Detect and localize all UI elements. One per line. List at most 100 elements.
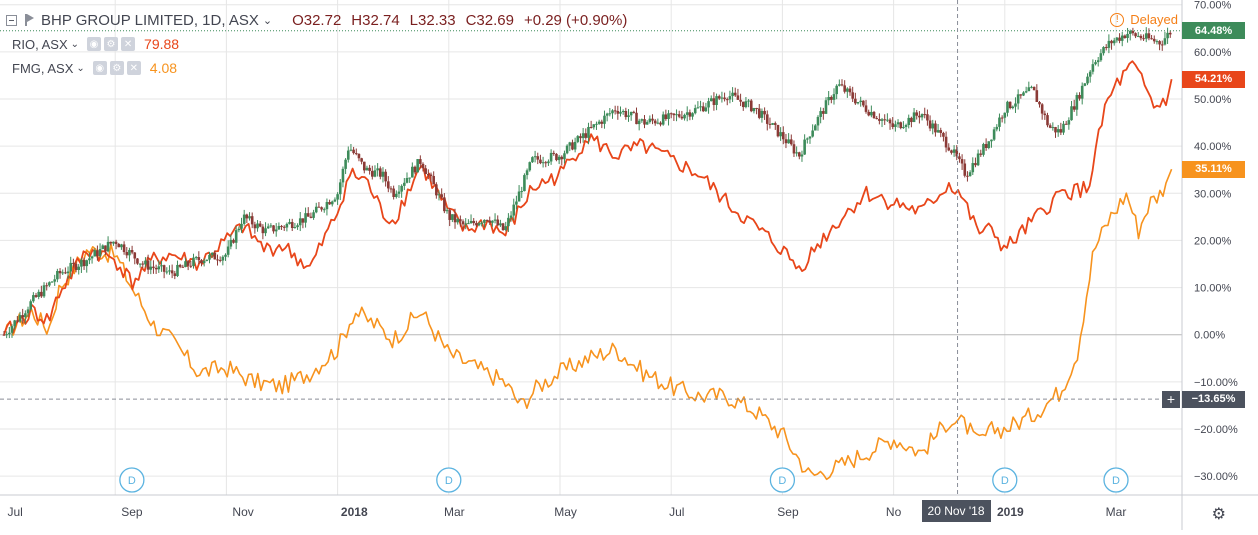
- gear-icon[interactable]: ⚙: [109, 61, 124, 75]
- candle-down: [659, 122, 662, 125]
- candle-up: [1051, 127, 1055, 129]
- candle-up: [1099, 53, 1103, 61]
- candle-down: [688, 112, 692, 117]
- candle-down: [749, 100, 753, 112]
- compare-row-rio: RIO, ASX ⌄ ◉ ⚙ ✕ 79.88: [4, 32, 627, 56]
- candle-down: [419, 159, 422, 164]
- candle-down: [653, 120, 657, 124]
- candle-up: [184, 261, 187, 268]
- collapse-icon[interactable]: [6, 14, 17, 26]
- main-symbol-label[interactable]: BHP GROUP LIMITED, 1D, ASX: [41, 11, 259, 29]
- candle-down: [354, 153, 358, 155]
- candle-up: [995, 126, 999, 130]
- candle-down: [475, 223, 478, 226]
- candle-down: [427, 174, 430, 176]
- candle-down: [928, 120, 932, 129]
- candle-down: [1072, 106, 1076, 110]
- fmg-symbol-label[interactable]: FMG, ASX: [12, 60, 74, 76]
- candle-down: [250, 216, 254, 225]
- compare-row-fmg: FMG, ASX ⌄ ◉ ⚙ ✕ 4.08: [4, 56, 627, 80]
- candle-down: [154, 267, 158, 270]
- candle-down: [712, 98, 716, 105]
- chevron-down-icon[interactable]: ⌄: [70, 38, 80, 50]
- candle-up: [648, 118, 652, 123]
- candle-down: [392, 188, 395, 197]
- candle-down: [21, 315, 24, 318]
- delayed-label: Delayed: [1130, 12, 1178, 27]
- candle-down: [781, 132, 785, 140]
- candle-up: [1120, 35, 1124, 41]
- eye-icon[interactable]: ◉: [92, 61, 107, 75]
- candle-down: [864, 105, 868, 112]
- candle-down: [200, 260, 203, 264]
- delayed-indicator[interactable]: ! Delayed: [1110, 12, 1178, 27]
- candle-up: [592, 124, 596, 128]
- candle-down: [130, 250, 134, 253]
- crosshair-plus-icon[interactable]: +: [1162, 390, 1180, 408]
- candle-down: [910, 117, 913, 123]
- candle-up: [176, 264, 179, 277]
- candle-up: [856, 102, 860, 104]
- gear-icon[interactable]: ⚙: [104, 37, 119, 51]
- candle-down: [122, 244, 126, 253]
- candle-up: [645, 122, 649, 125]
- candle-down: [944, 136, 948, 148]
- plot-area: [0, 0, 1182, 495]
- candle-up: [517, 191, 521, 202]
- chevron-down-icon[interactable]: ⌄: [262, 14, 273, 27]
- candle-up: [234, 230, 238, 243]
- candle-up: [226, 246, 230, 255]
- candle-up: [747, 100, 750, 102]
- candle-down: [232, 239, 235, 243]
- candle-down: [370, 170, 374, 177]
- candle-up: [149, 266, 153, 270]
- candle-up: [314, 206, 318, 213]
- candle-up: [491, 220, 494, 223]
- candle-up: [683, 114, 686, 119]
- candle-down: [1104, 47, 1108, 49]
- candle-down: [133, 252, 137, 259]
- close-icon[interactable]: ✕: [126, 61, 141, 75]
- candle-up: [787, 139, 790, 144]
- rio-symbol-label[interactable]: RIO, ASX: [12, 36, 68, 52]
- candle-up: [621, 111, 625, 113]
- candle-down: [1040, 104, 1044, 114]
- candle-up: [408, 177, 411, 179]
- candle-up: [56, 270, 59, 280]
- candle-up: [138, 263, 142, 265]
- flag-icon[interactable]: [25, 14, 35, 26]
- dividend-marker-label: D: [445, 475, 453, 487]
- x-tick-label: Mar: [1106, 505, 1127, 519]
- candle-down: [552, 152, 556, 154]
- candle-up: [101, 245, 105, 250]
- candle-down: [979, 153, 983, 155]
- settings-icon[interactable]: ⚙: [1211, 506, 1226, 523]
- candle-down: [360, 158, 363, 162]
- candle-down: [755, 107, 758, 109]
- candle-up: [992, 129, 996, 140]
- close-icon[interactable]: ✕: [121, 37, 136, 51]
- chevron-down-icon[interactable]: ⌄: [76, 62, 85, 74]
- candle-up: [144, 260, 147, 265]
- candle-up: [456, 219, 459, 223]
- candle-down: [162, 265, 166, 272]
- candle-down: [368, 167, 371, 171]
- dividend-marker: [769, 467, 796, 493]
- candle-up: [573, 141, 577, 150]
- candle-up: [128, 250, 131, 256]
- candle-down: [1038, 101, 1041, 105]
- candle-up: [1067, 120, 1071, 125]
- fmg-price-badge: 35.11%: [1182, 160, 1245, 178]
- candle-up: [912, 112, 916, 123]
- candle-down: [379, 168, 382, 177]
- candle-up: [445, 210, 449, 212]
- candle-up: [333, 199, 337, 202]
- candle-up: [587, 126, 590, 138]
- eye-icon[interactable]: ◉: [87, 37, 102, 51]
- candle-up: [824, 100, 828, 114]
- candle-down: [1150, 38, 1153, 40]
- candle-up: [1102, 47, 1105, 54]
- candle-up: [528, 162, 532, 171]
- candle-up: [1112, 40, 1116, 44]
- candle-up: [5, 334, 8, 336]
